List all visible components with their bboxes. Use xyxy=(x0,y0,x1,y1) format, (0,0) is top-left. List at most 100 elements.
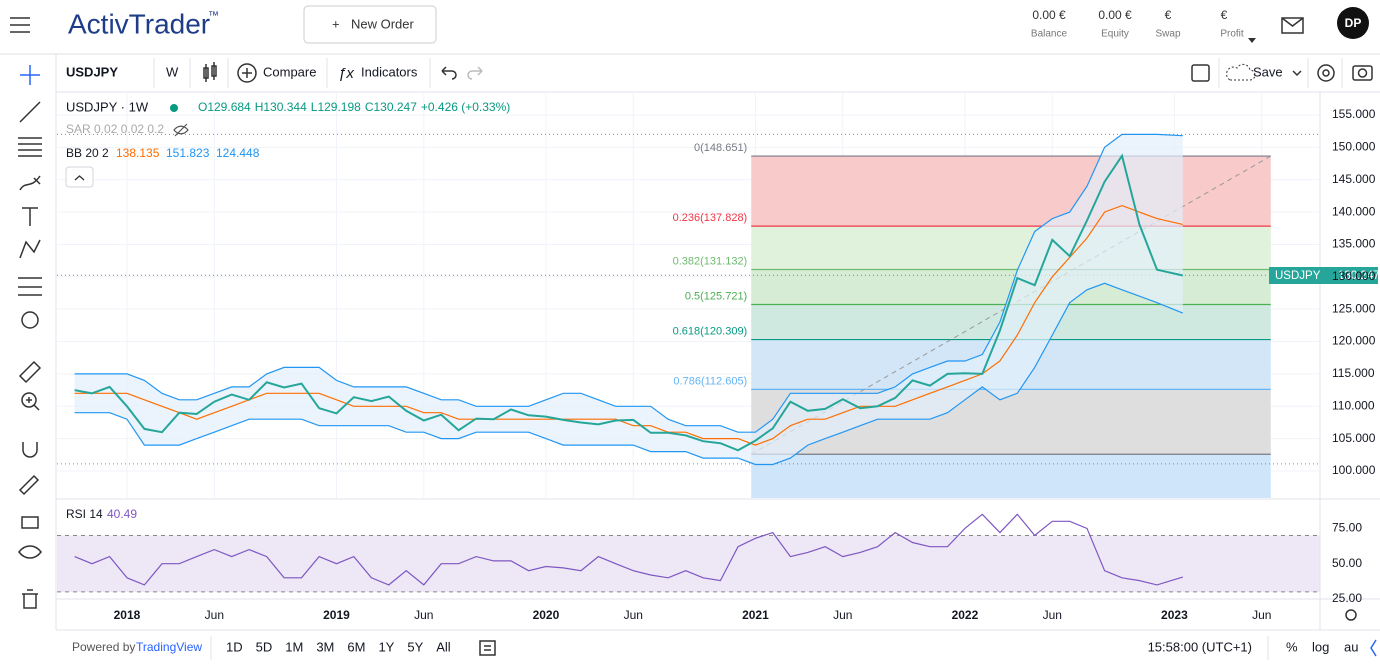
fib-zone xyxy=(751,156,1271,227)
rsi-value: 40.49 xyxy=(107,507,137,521)
price-tag xyxy=(1269,267,1378,284)
y-tick-label: 125.000 xyxy=(1332,301,1376,315)
fib-zone xyxy=(751,226,1271,270)
tradingview-link[interactable]: TradingView xyxy=(136,640,202,654)
ohlc-value: O129.684 xyxy=(198,100,251,114)
stat-value: € xyxy=(1165,8,1172,22)
trendline-tool[interactable] xyxy=(19,101,41,123)
y-tick-label: 130.000 xyxy=(1332,269,1376,283)
ruler-tool[interactable] xyxy=(18,360,42,384)
collapse-icon xyxy=(74,175,85,181)
rsi-band xyxy=(57,535,1320,592)
hidden-icon[interactable] xyxy=(173,123,189,137)
avatar-initials: DP xyxy=(1345,16,1362,30)
save-button[interactable]: Save xyxy=(1253,64,1283,79)
auto-toggle[interactable]: au xyxy=(1344,639,1358,654)
collapse-legend[interactable] xyxy=(65,166,94,188)
range-button[interactable]: 1D xyxy=(226,639,243,654)
indicators-button[interactable]: Indicators xyxy=(361,64,418,79)
scroll-button[interactable] xyxy=(1370,639,1377,657)
x-tick-label: Jun xyxy=(1043,608,1062,622)
rsi-tick-label: 50.00 xyxy=(1332,556,1362,570)
new-order-label: New Order xyxy=(351,16,415,31)
y-tick-label: 140.000 xyxy=(1332,204,1376,218)
screenshot-button[interactable] xyxy=(1352,65,1373,81)
compare-icon[interactable] xyxy=(237,63,257,83)
legend-title: USDJPY · 1W xyxy=(66,99,149,114)
header xyxy=(0,0,1380,54)
zoom-tool[interactable] xyxy=(21,392,40,411)
x-tick-label: Jun xyxy=(624,608,643,622)
x-tick-label: Jun xyxy=(1252,608,1271,622)
range-button[interactable]: 1Y xyxy=(378,639,394,654)
bb-basis xyxy=(74,204,1183,446)
layout-button[interactable] xyxy=(1191,64,1210,82)
drawing-tools xyxy=(18,65,42,609)
price-tag-value: 130.247 xyxy=(1338,270,1380,282)
rsi-line xyxy=(74,513,1183,586)
fib-zone xyxy=(751,454,1271,498)
save-icon xyxy=(1226,63,1256,81)
percent-toggle[interactable]: % xyxy=(1286,639,1298,654)
brush-tool[interactable] xyxy=(19,175,41,191)
range-button[interactable]: 1M xyxy=(285,639,303,654)
pattern-tool[interactable] xyxy=(19,239,41,259)
ohlc-value: H130.344 xyxy=(255,100,307,114)
price-pane[interactable]: 0(148.651) 0.236(137.828) 0.382(131.132) 0.… xyxy=(57,92,1320,498)
y-tick-label: 135.000 xyxy=(1332,237,1376,251)
range-button[interactable]: 6M xyxy=(347,639,365,654)
axis-settings[interactable] xyxy=(1345,609,1357,621)
profit-caret[interactable] xyxy=(1248,38,1256,43)
symbol-button[interactable]: USDJPY xyxy=(66,64,118,79)
crosshair-tool[interactable] xyxy=(20,65,40,85)
bb-upper-value: 151.823 xyxy=(166,146,210,160)
lock-tool[interactable] xyxy=(21,516,39,529)
clock[interactable]: 15:58:00 (UTC+1) xyxy=(1148,639,1252,654)
ohlc-value: C130.247 xyxy=(365,100,417,114)
lock-drawing-tool[interactable] xyxy=(18,474,40,496)
range-button[interactable]: All xyxy=(436,639,451,654)
rsi-tick-label: 25.00 xyxy=(1332,591,1362,605)
y-tick-label: 120.000 xyxy=(1332,334,1376,348)
range-button[interactable]: 3M xyxy=(316,639,334,654)
stat-value: € xyxy=(1221,8,1228,22)
market-status xyxy=(170,104,178,112)
range-button[interactable]: 5D xyxy=(256,639,273,654)
magnet-tool[interactable] xyxy=(22,442,38,458)
compare-button[interactable]: Compare xyxy=(263,64,316,79)
settings-button[interactable] xyxy=(1317,64,1335,82)
ohlc-value: L129.198 xyxy=(311,100,361,114)
delete-tool[interactable] xyxy=(22,589,38,609)
indicators-icon: ƒx xyxy=(338,65,354,82)
bb-lower-value: 124.448 xyxy=(216,146,260,160)
save-menu[interactable] xyxy=(1292,70,1302,77)
y-tick-label: 145.000 xyxy=(1332,172,1376,186)
prediction-tool[interactable] xyxy=(18,277,42,296)
stat-label: Profit xyxy=(1220,29,1244,40)
new-order-button[interactable] xyxy=(303,5,437,44)
logo[interactable]: ActivTrader xyxy=(68,8,210,39)
x-tick-label: Jun xyxy=(833,608,852,622)
emoji-tool[interactable] xyxy=(21,311,39,329)
visibility-tool[interactable] xyxy=(18,545,42,559)
stat-label: Equity xyxy=(1101,29,1129,40)
fib-tool[interactable] xyxy=(18,137,42,157)
range-button[interactable]: 5Y xyxy=(407,639,423,654)
rsi-pane[interactable] xyxy=(57,513,1320,593)
chart-type-button[interactable] xyxy=(203,62,217,82)
log-toggle[interactable]: log xyxy=(1312,639,1329,654)
text-tool[interactable] xyxy=(22,207,38,226)
ohlc-values: O129.684 H130.344 L129.198 C130.247 +0.426 (… xyxy=(198,100,510,114)
fib-label: 0.786(112.605) xyxy=(673,375,747,387)
avatar[interactable] xyxy=(1337,7,1369,39)
redo-button[interactable] xyxy=(467,66,483,80)
fib-label: 0(148.651) xyxy=(694,142,747,154)
interval-button[interactable]: W xyxy=(166,64,179,79)
price-line xyxy=(74,153,1184,452)
undo-button[interactable] xyxy=(441,66,457,80)
date-range-button[interactable] xyxy=(479,640,496,656)
x-tick-label: 2019 xyxy=(323,608,350,622)
menu-button[interactable] xyxy=(10,17,30,33)
mail-button[interactable] xyxy=(1281,17,1304,34)
